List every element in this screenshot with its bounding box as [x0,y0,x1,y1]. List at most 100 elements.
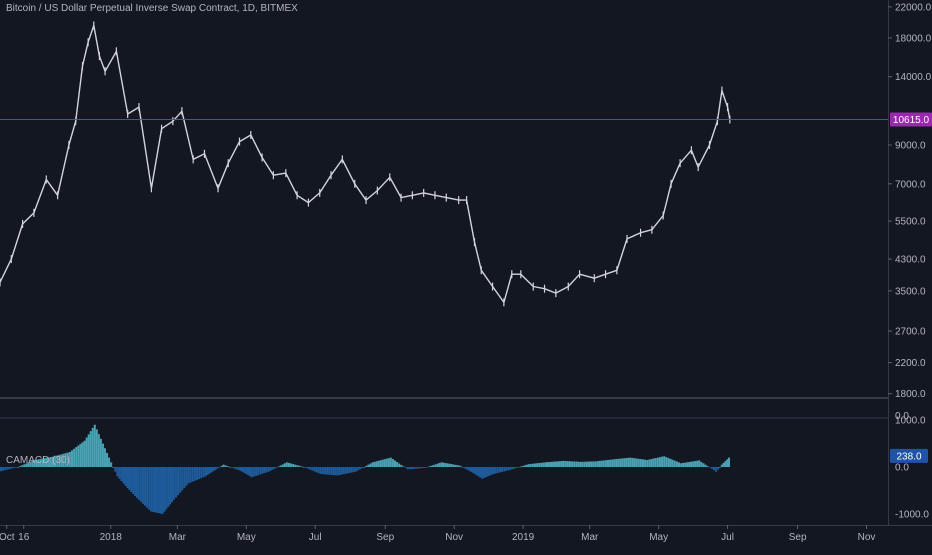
histogram-bar [126,467,129,489]
histogram-bar [296,465,299,467]
histogram-bar [309,467,312,470]
histogram-bar [79,443,82,467]
histogram-bar [263,467,266,474]
histogram-bar [344,467,347,474]
price-tick-label: 18000.0 [895,33,932,44]
histogram-bar [155,467,158,513]
histogram-bar [259,467,262,475]
histogram-bar [68,451,71,467]
histogram-bar [585,461,588,467]
histogram-bar [519,466,522,468]
histogram-bar [613,459,616,467]
histogram-bar [216,467,219,469]
histogram-bar [81,442,84,467]
histogram-bar [648,459,651,467]
histogram-bar [466,467,469,470]
histogram-bar [440,462,443,467]
histogram-bar [292,464,295,467]
price-tick-label: 7000.0 [895,179,926,190]
histogram-bar [387,458,390,467]
histogram-bar [558,461,561,467]
histogram-bar [525,464,528,467]
histogram-bar [19,466,22,467]
histogram-bar [460,466,463,468]
histogram-bar [358,467,361,470]
time-tick-label: Nov [445,532,463,543]
histogram-bar [363,467,366,468]
histogram-bar [688,461,691,467]
histogram-bar [248,467,251,477]
histogram-bar [615,459,618,467]
histogram-bar [172,467,175,500]
histogram-bar [446,463,449,467]
histogram-bar [419,467,422,469]
histogram-bar [708,467,711,468]
histogram-bar [91,427,94,467]
time-tick-label: Sep [789,532,807,543]
price-tick-label: 4300.0 [895,255,926,266]
histogram-bar [423,467,426,468]
histogram-bar [277,466,280,468]
histogram-bar [200,467,203,479]
histogram-bar [696,460,699,467]
histogram-bar [671,459,674,467]
histogram-bar [193,467,196,481]
histogram-bar [494,467,497,474]
histogram-bar [350,467,353,473]
histogram-bar [352,467,355,473]
histogram-bar [198,467,201,480]
histogram-bar [250,467,253,478]
price-tick-label: 3500.0 [895,286,926,297]
histogram-bar [181,467,184,491]
histogram-bar [348,467,351,473]
histogram-bar [637,458,640,467]
price-series [0,21,888,307]
histogram-bar [313,467,316,472]
histogram-bar [594,461,597,467]
histogram-bar [169,467,172,505]
histogram-bar [577,461,580,467]
histogram-bar [338,467,341,476]
histogram-bar [187,467,190,484]
histogram-bar [507,467,510,471]
histogram-bar [694,461,697,467]
histogram-bar [724,461,727,467]
histogram-bar [231,467,234,468]
price-tick-label: 14000.0 [895,72,932,83]
histogram-bar [458,465,461,467]
histogram-bar [241,467,244,472]
indicator-top-label: 0.0 [895,411,909,422]
histogram-bar [517,467,520,468]
histogram-bar [75,447,78,467]
histogram-bar [265,467,268,473]
histogram-bar [720,464,723,467]
histogram-bar [10,467,13,469]
histogram-bar [579,461,582,467]
histogram-bar [481,467,484,479]
histogram-bar [170,467,173,503]
histogram-bar [49,457,52,467]
histogram-bar [473,467,476,475]
histogram-bar [56,455,59,467]
histogram-bar [379,460,382,467]
indicator-value-badge [890,448,928,463]
histogram-bar [726,459,729,467]
histogram-bar [513,467,516,469]
histogram-bar [511,467,514,470]
histogram-bar [287,462,290,467]
histogram-bar [485,467,488,478]
histogram-bar [415,467,418,469]
histogram-bar [41,458,44,467]
histogram-bar [728,457,731,467]
histogram-bar [454,464,457,467]
price-tick-label: 5500.0 [895,217,926,228]
histogram-bar [321,467,324,475]
histogram-bar [118,467,121,479]
histogram-bar [35,459,38,467]
histogram-bar [307,467,310,469]
histogram-bar [706,466,709,467]
histogram-bar [354,467,357,472]
time-tick-label: Sep [376,532,394,543]
